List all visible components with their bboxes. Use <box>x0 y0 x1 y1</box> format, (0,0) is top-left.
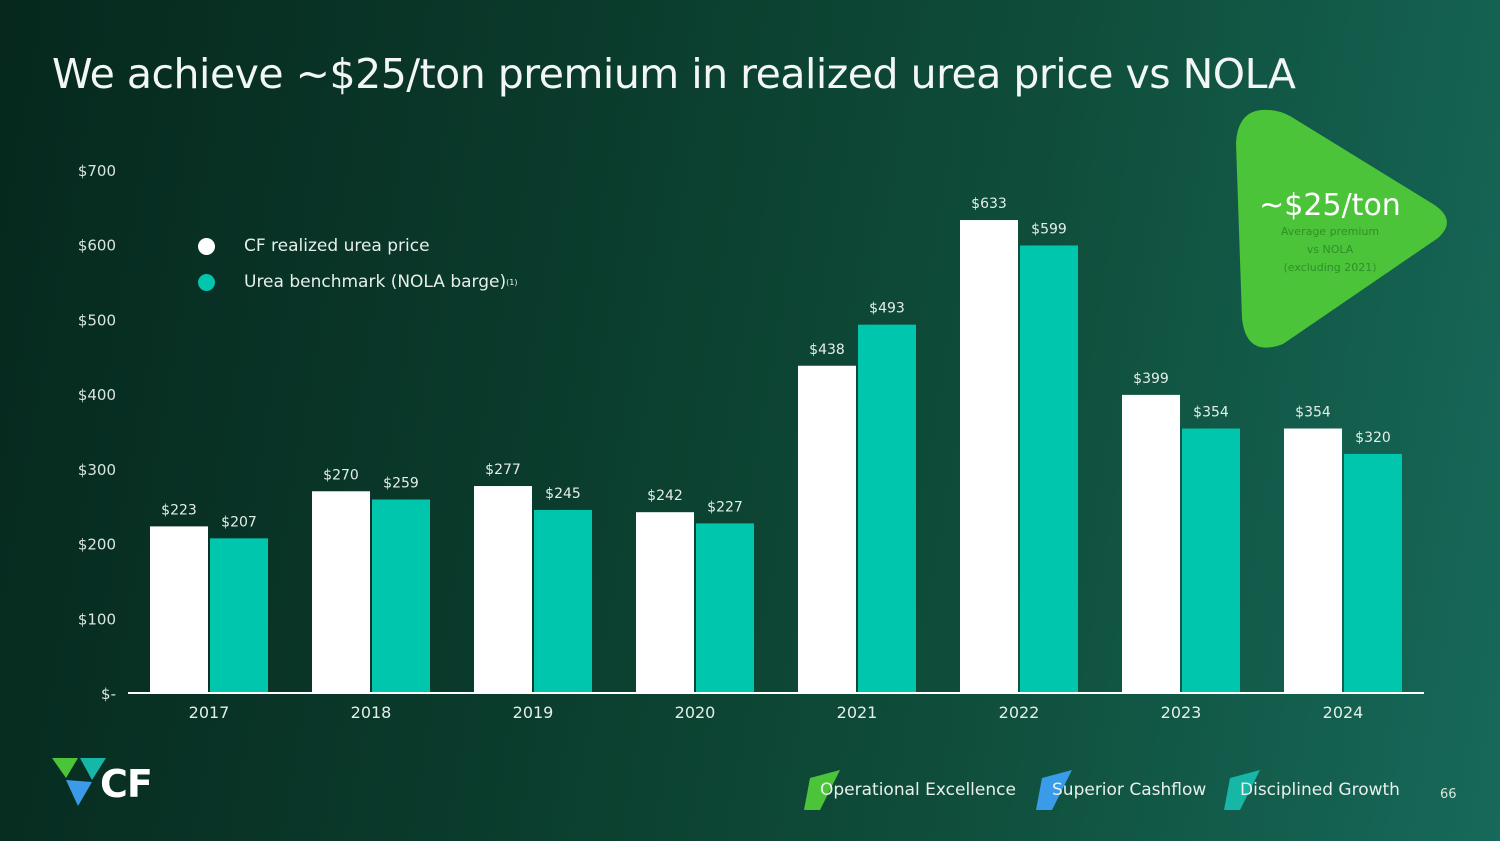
data-label: $599 <box>1031 221 1067 237</box>
pillar-label: Operational Excellence <box>820 780 1016 800</box>
y-tick-label: $400 <box>78 386 116 404</box>
bar-cf-realized-2020 <box>636 512 694 693</box>
data-label: $227 <box>707 499 743 515</box>
y-tick-label: $300 <box>78 461 116 479</box>
x-tick-label: 2022 <box>999 703 1040 722</box>
data-label: $277 <box>485 462 521 478</box>
bar-cf-realized-2018 <box>312 491 370 693</box>
pillar-label: Disciplined Growth <box>1240 780 1400 800</box>
bar-cf-realized-2019 <box>474 486 532 693</box>
callout-triangle-icon <box>1236 109 1447 348</box>
blue-slash-icon <box>1036 770 1072 810</box>
y-tick-label: $- <box>101 685 116 703</box>
bar-nola-benchmark-2017 <box>210 538 268 693</box>
data-label: $242 <box>647 488 683 504</box>
premium-callout: ~$25/ton Average premium vs NOLA (exclud… <box>1228 108 1453 356</box>
x-tick-label: 2018 <box>351 703 392 722</box>
legend-item-cf-realized: CF realized urea price <box>198 228 517 264</box>
chart-legend: CF realized urea price Urea benchmark (N… <box>198 228 517 300</box>
pillar-operational-excellence: Operational Excellence <box>804 770 1016 810</box>
y-tick-label: $700 <box>78 162 116 180</box>
pillar-label: Superior Cashflow <box>1052 780 1207 800</box>
y-tick-label: $200 <box>78 536 116 554</box>
x-tick-label: 2017 <box>189 703 230 722</box>
data-label: $207 <box>221 514 257 530</box>
bar-nola-benchmark-2019 <box>534 509 592 693</box>
bars <box>150 220 1402 693</box>
legend-footnote-marker: (1) <box>506 277 518 287</box>
legend-item-nola-benchmark: Urea benchmark (NOLA barge) (1) <box>198 264 517 300</box>
x-axis-labels: 2017 2018 2019 2020 2021 2022 2023 2024 <box>189 703 1364 722</box>
data-label: $270 <box>323 467 359 483</box>
x-tick-label: 2024 <box>1323 703 1364 722</box>
y-tick-label: $100 <box>78 610 116 628</box>
bar-nola-benchmark-2024 <box>1344 453 1402 693</box>
bar-cf-realized-2024 <box>1284 428 1342 693</box>
bar-cf-realized-2017 <box>150 526 208 693</box>
legend-label: CF realized urea price <box>244 236 430 256</box>
cf-logo-text: CF <box>100 762 153 806</box>
data-label: $633 <box>971 196 1007 212</box>
x-tick-label: 2020 <box>675 703 716 722</box>
footer-pillars: Operational Excellence Superior Cashflow… <box>804 770 1484 810</box>
callout-caption-1: Average premium <box>1280 225 1380 238</box>
bar-nola-benchmark-2021 <box>858 324 916 693</box>
legend-dot-teal <box>198 273 215 291</box>
cf-logo-mark-icon <box>52 758 106 806</box>
data-label: $399 <box>1133 371 1169 387</box>
data-label: $438 <box>809 342 845 358</box>
bar-nola-benchmark-2020 <box>696 523 754 693</box>
x-tick-label: 2019 <box>513 703 554 722</box>
y-axis-labels: $- $100 $200 $300 $400 $500 $600 $700 <box>78 162 116 703</box>
green-slash-icon <box>804 770 840 810</box>
cf-logo: CF <box>52 756 172 812</box>
callout-value: ~$25/ton <box>1259 188 1401 223</box>
callout-caption-3: (excluding 2021) <box>1283 261 1377 274</box>
data-label: $320 <box>1355 430 1391 446</box>
data-label: $223 <box>161 502 197 518</box>
data-label: $354 <box>1193 405 1229 421</box>
legend-label: Urea benchmark (NOLA barge) <box>244 272 507 292</box>
data-label: $245 <box>545 486 581 502</box>
page-number: 66 <box>1440 787 1457 802</box>
bar-cf-realized-2023 <box>1122 394 1180 693</box>
y-tick-label: $600 <box>78 237 116 255</box>
x-tick-label: 2023 <box>1161 703 1202 722</box>
pillar-disciplined-growth: Disciplined Growth <box>1224 770 1400 810</box>
bar-nola-benchmark-2023 <box>1182 428 1240 693</box>
bar-cf-realized-2022 <box>960 220 1018 693</box>
callout-caption-2: vs NOLA <box>1306 243 1354 256</box>
data-label: $259 <box>383 475 419 491</box>
pillar-superior-cashflow: Superior Cashflow <box>1036 770 1206 810</box>
bar-nola-benchmark-2022 <box>1020 245 1078 693</box>
value-labels: $223 $207 $270 $259 $277 $245 $242 $227 $438 $493… <box>161 196 1391 530</box>
y-tick-label: $500 <box>78 311 116 329</box>
teal-slash-icon <box>1224 770 1260 810</box>
bar-cf-realized-2021 <box>798 365 856 693</box>
x-tick-label: 2021 <box>837 703 878 722</box>
bar-nola-benchmark-2018 <box>372 499 430 693</box>
data-label: $354 <box>1295 405 1331 421</box>
legend-dot-white <box>198 237 215 255</box>
slide-title: We achieve ~$25/ton premium in realized … <box>52 50 1296 98</box>
data-label: $493 <box>869 301 905 317</box>
